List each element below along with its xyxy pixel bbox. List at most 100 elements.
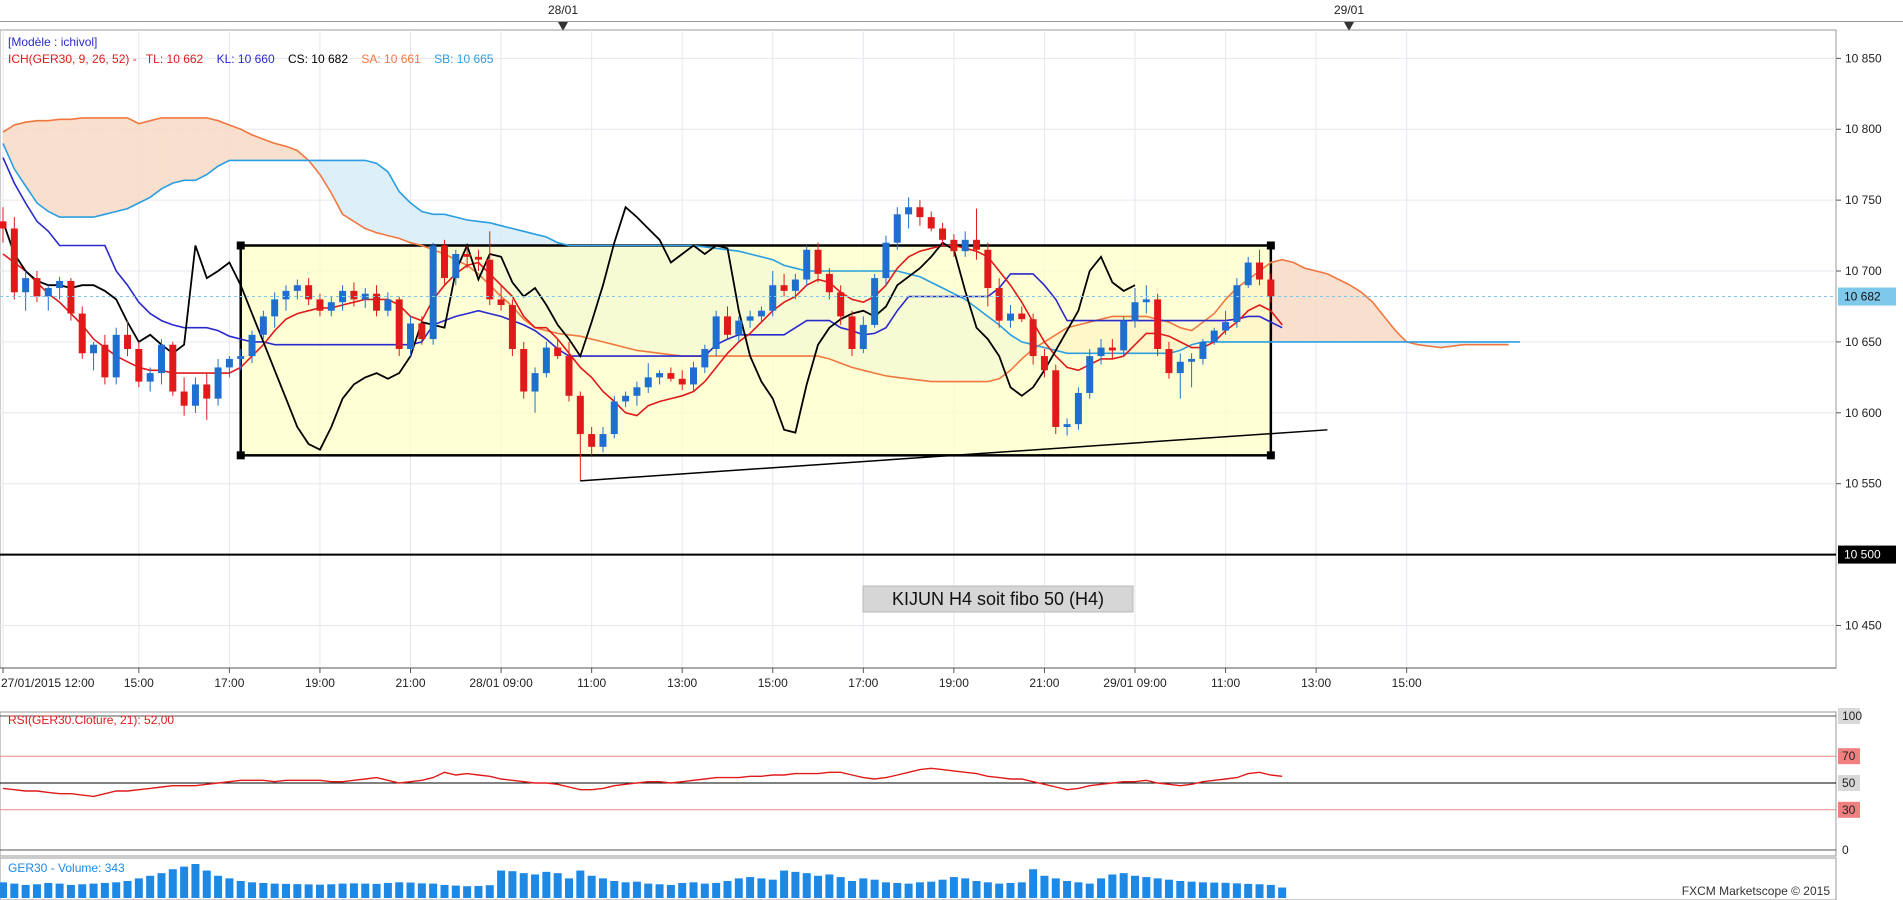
volume-bar (112, 882, 121, 898)
rectangle-handle[interactable] (1266, 451, 1275, 460)
volume-bar (485, 885, 494, 898)
volume-bar (734, 878, 743, 898)
candle (248, 330, 256, 364)
rsi-panel[interactable] (0, 711, 1837, 857)
rsi-indicator: 100 70 50 30 0 (0, 708, 1862, 858)
volume-bar (372, 883, 381, 898)
price-tick-label: 10 600 (1845, 406, 1882, 420)
time-tick-label: 21:00 (1029, 676, 1059, 690)
candle-body (191, 384, 199, 406)
rsi-label: RSI(GER30.Cloture, 21): 52,00 (8, 713, 174, 727)
price-tick-label: 10 700 (1845, 264, 1882, 278)
volume-bar (1017, 882, 1026, 898)
candle (259, 310, 267, 340)
candle (1222, 310, 1230, 335)
volume-bar (825, 874, 834, 898)
candle (1176, 353, 1184, 399)
candle (146, 367, 154, 392)
candle-body (927, 217, 935, 229)
candle (825, 268, 833, 300)
cloud-segment (36, 120, 49, 212)
rectangle-handle[interactable] (1266, 241, 1275, 250)
candle-body (56, 280, 64, 289)
ichimoku-label: ICH(GER30, 9, 26, 52) - (8, 52, 137, 66)
volume-label: GER30 - Volume: 343 (8, 861, 125, 875)
volume-bar (89, 883, 98, 898)
cloud-segment (184, 117, 196, 181)
top-date-bar: 28/01 29/01 (0, 3, 1903, 31)
candle-body (395, 299, 403, 349)
candle-body (1176, 361, 1184, 374)
cloud-segment (1282, 259, 1294, 342)
cloud-segment (229, 124, 241, 161)
cloud-segment (252, 134, 264, 161)
candle-body (418, 323, 426, 340)
candle (1131, 288, 1139, 328)
volume-panel[interactable] (0, 857, 1837, 900)
candle-body (610, 401, 618, 435)
candle (723, 306, 731, 340)
candle-body (950, 239, 958, 252)
cloud-segment (3, 124, 15, 169)
candle (1029, 313, 1037, 365)
candle (950, 234, 958, 257)
candle (712, 310, 720, 357)
rsi-level-badge (1838, 842, 1860, 858)
volume-bar (621, 882, 630, 898)
candle (1074, 387, 1082, 430)
candle (474, 249, 482, 272)
candle (124, 320, 132, 357)
rectangle-handle[interactable] (236, 451, 245, 460)
volume-bar (44, 882, 53, 898)
volume-bar (1131, 875, 1139, 898)
rectangle-handle[interactable] (236, 241, 245, 250)
range-rectangle[interactable] (236, 241, 1275, 460)
cloud-segment (218, 120, 230, 167)
kijun-annotation-text: KIJUN H4 soit fibo 50 (H4) (892, 589, 1104, 609)
time-tick-label: 19:00 (305, 676, 335, 690)
volume-bar (542, 871, 551, 898)
cloud-segment (195, 117, 207, 181)
candle-body (848, 316, 856, 349)
candle-body (78, 313, 86, 354)
volume-bar (598, 878, 607, 898)
candle-body (1086, 356, 1094, 393)
candle (576, 391, 584, 481)
candle (791, 273, 799, 300)
candle (746, 310, 754, 328)
candle (814, 242, 822, 283)
candle-body (757, 310, 765, 317)
price-tick-label: 10 850 (1845, 51, 1882, 65)
drawing-overlays[interactable] (0, 296, 1836, 556)
candle-body (769, 285, 777, 311)
range-rectangle-shape[interactable] (239, 244, 1273, 457)
model-label: [Modèle : ichivol] (8, 35, 97, 49)
volume-bar (915, 882, 924, 898)
candle (656, 370, 664, 385)
volume-bar (451, 885, 460, 898)
support-trendline[interactable] (580, 429, 1328, 482)
volume-bar (1074, 882, 1083, 898)
candle (644, 363, 652, 393)
ssa-value-label: SA: 10 661 (361, 52, 421, 66)
price-axis[interactable]: 10 850 10 800 10 750 10 700 10 650 10 600 10 5… (1836, 51, 1896, 632)
candle (350, 282, 358, 307)
time-tick-label: 17:00 (214, 676, 244, 690)
candle-body (474, 256, 482, 260)
candle (486, 231, 494, 306)
volume-bar (440, 884, 449, 898)
candle (995, 278, 1003, 328)
candle-body (723, 316, 731, 335)
candle (67, 278, 75, 321)
candle-body (407, 323, 415, 349)
volume-bar (723, 881, 732, 898)
kijun-annotation[interactable]: KIJUN H4 soit fibo 50 (H4) (862, 585, 1134, 613)
volume-bar (270, 883, 279, 898)
candle (1086, 349, 1094, 399)
rsi-level-label: 0 (1842, 843, 1849, 857)
volume-bar (859, 878, 868, 898)
volume-bar (1142, 877, 1151, 898)
cloud-segment (206, 117, 219, 175)
candle-body (112, 334, 120, 378)
level-price-label: 10 500 (1844, 548, 1881, 562)
